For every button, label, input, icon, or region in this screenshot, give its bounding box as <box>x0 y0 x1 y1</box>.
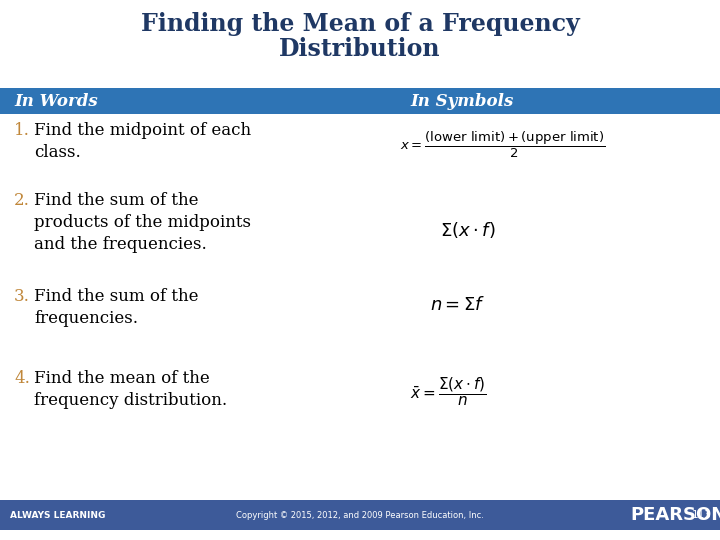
Text: 113: 113 <box>692 510 712 520</box>
Text: In Symbols: In Symbols <box>410 92 513 110</box>
Text: 1.: 1. <box>14 122 30 139</box>
Text: Find the mean of the
frequency distribution.: Find the mean of the frequency distribut… <box>34 370 227 409</box>
Text: In Words: In Words <box>14 92 98 110</box>
Text: Find the midpoint of each
class.: Find the midpoint of each class. <box>34 122 251 161</box>
FancyBboxPatch shape <box>0 88 720 114</box>
Text: $n = \Sigma f$: $n = \Sigma f$ <box>430 296 485 314</box>
Text: $\Sigma(x \cdot f)$: $\Sigma(x \cdot f)$ <box>440 220 495 240</box>
Text: PEARSON: PEARSON <box>630 506 720 524</box>
FancyBboxPatch shape <box>0 500 720 530</box>
Text: Copyright © 2015, 2012, and 2009 Pearson Education, Inc.: Copyright © 2015, 2012, and 2009 Pearson… <box>236 510 484 519</box>
Text: $x = \dfrac{\mathrm{(lower\ limit)+(upper\ limit)}}{2}$: $x = \dfrac{\mathrm{(lower\ limit)+(uppe… <box>400 130 606 160</box>
Text: ALWAYS LEARNING: ALWAYS LEARNING <box>10 510 105 519</box>
Text: 3.: 3. <box>14 288 30 305</box>
Text: Find the sum of the
products of the midpoints
and the frequencies.: Find the sum of the products of the midp… <box>34 192 251 253</box>
Text: Find the sum of the
frequencies.: Find the sum of the frequencies. <box>34 288 199 327</box>
Text: $\bar{x} = \dfrac{\Sigma(x \cdot f)}{n}$: $\bar{x} = \dfrac{\Sigma(x \cdot f)}{n}$ <box>410 375 487 408</box>
Text: Distribution: Distribution <box>279 37 441 61</box>
Text: 4.: 4. <box>14 370 30 387</box>
Text: 2.: 2. <box>14 192 30 209</box>
Text: Finding the Mean of a Frequency: Finding the Mean of a Frequency <box>140 12 580 36</box>
